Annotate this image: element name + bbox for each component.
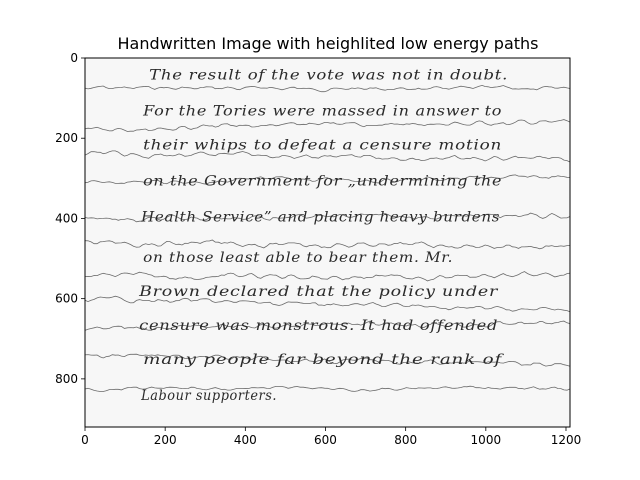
x-tick-label: 200 bbox=[154, 433, 177, 447]
x-tick-label: 600 bbox=[314, 433, 337, 447]
low-energy-path bbox=[84, 174, 571, 185]
low-energy-path bbox=[84, 353, 571, 367]
image-axes: The result of the vote was not in doubt.… bbox=[55, 51, 581, 447]
handwritten-line: Brown declared that the policy under bbox=[138, 284, 500, 300]
handwritten-line: Health Service” and placing heavy burden… bbox=[140, 210, 500, 226]
x-axis: 0 200 400 600 800 1000 1200 bbox=[81, 427, 581, 447]
low-energy-path bbox=[84, 295, 571, 313]
handwritten-line: on those least able to bear them. Mr. bbox=[143, 250, 453, 266]
x-tick-label: 1200 bbox=[551, 433, 582, 447]
axes-frame bbox=[84, 57, 571, 428]
y-tick-label: 400 bbox=[55, 211, 78, 225]
x-tick-label: 1000 bbox=[471, 433, 502, 447]
handwritten-line: Labour supporters. bbox=[140, 388, 277, 404]
low-energy-path bbox=[84, 84, 571, 93]
x-tick-label: 400 bbox=[234, 433, 257, 447]
x-tick-label: 800 bbox=[394, 433, 417, 447]
low-energy-path bbox=[84, 271, 571, 282]
handwritten-line: many people far beyond the rank of bbox=[143, 352, 504, 368]
handwritten-line: their whips to defeat a censure motion bbox=[143, 137, 502, 153]
handwritten-lines: The result of the vote was not in doubt.… bbox=[138, 67, 508, 404]
y-axis: 0 200 400 600 800 bbox=[55, 51, 85, 386]
y-tick-label: 800 bbox=[55, 372, 78, 386]
handwritten-line: For the Tories were massed in answer to bbox=[142, 103, 502, 119]
low-energy-path bbox=[84, 385, 571, 392]
figure-title: Handwritten Image with heighlited low en… bbox=[117, 34, 538, 53]
low-energy-path bbox=[84, 119, 571, 132]
low-energy-paths bbox=[84, 84, 571, 392]
x-tick-label: 0 bbox=[81, 433, 89, 447]
handwritten-line: censure was monstrous. It had offended bbox=[139, 318, 498, 334]
low-energy-path bbox=[84, 150, 571, 163]
low-energy-path bbox=[84, 320, 571, 331]
low-energy-path bbox=[84, 239, 570, 250]
handwritten-line: on the Government for „undermining the bbox=[143, 174, 502, 190]
handwritten-line: The result of the vote was not in doubt. bbox=[149, 67, 508, 83]
y-tick-label: 0 bbox=[70, 51, 78, 65]
low-energy-path bbox=[84, 212, 571, 223]
y-tick-label: 200 bbox=[55, 131, 78, 145]
y-tick-label: 600 bbox=[55, 292, 78, 306]
